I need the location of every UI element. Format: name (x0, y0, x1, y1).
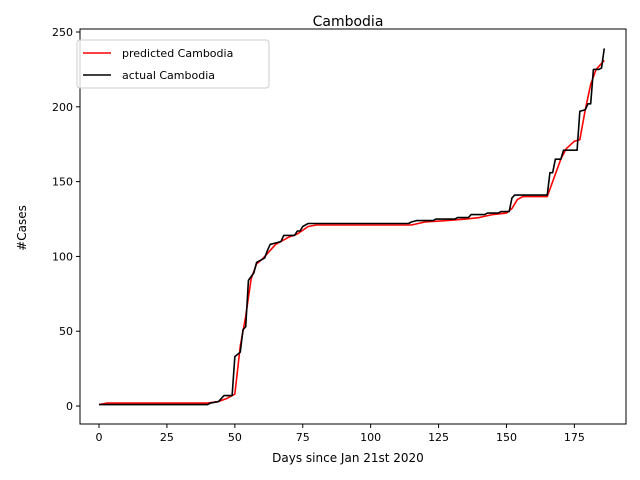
y-tick-label: 50 (59, 325, 73, 338)
y-axis-ticks: 0 50 100 150 200 250 (52, 26, 80, 413)
x-tick-label: 50 (228, 431, 242, 444)
y-tick-label: 200 (52, 101, 73, 114)
legend: predicted Cambodia actual Cambodia (76, 39, 270, 89)
x-tick-label: 125 (428, 431, 449, 444)
x-tick-label: 25 (160, 431, 174, 444)
series-line-2 (99, 48, 606, 406)
legend-label-2: actual Cambodia (122, 69, 215, 82)
legend-box (76, 39, 270, 89)
x-axis-ticks: 0 25 50 75 100 125 150 175 (96, 424, 585, 444)
legend-label-1: predicted Cambodia (122, 47, 233, 60)
chart-title: Cambodia (313, 14, 384, 30)
x-tick-label: 175 (564, 431, 585, 444)
plot-frame (79, 28, 627, 425)
x-tick-label: 0 (96, 431, 103, 444)
y-tick-label: 150 (52, 176, 73, 189)
y-tick-label: 250 (52, 26, 73, 39)
x-axis-label: Days since Jan 21st 2020 (272, 451, 424, 465)
y-tick-label: 0 (66, 400, 73, 413)
y-tick-label: 100 (52, 250, 73, 263)
x-tick-label: 150 (496, 431, 517, 444)
plot-area (98, 48, 606, 406)
series-line-1 (98, 59, 605, 406)
y-axis-label: #Cases (15, 205, 29, 251)
x-tick-label: 75 (296, 431, 310, 444)
x-tick-label: 100 (360, 431, 381, 444)
